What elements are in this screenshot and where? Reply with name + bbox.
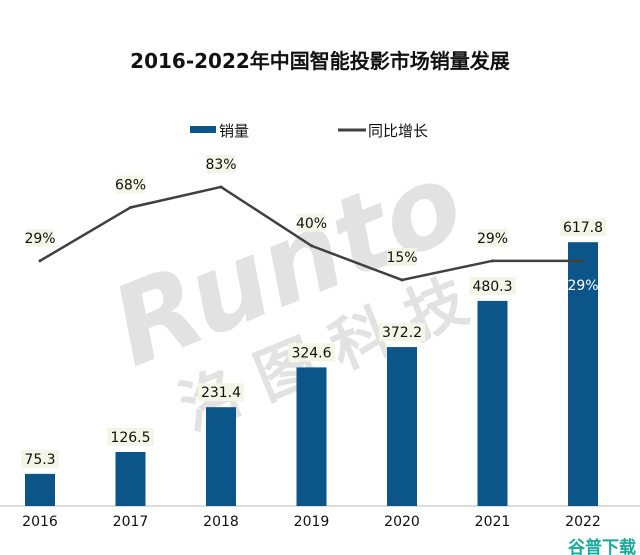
bar-value-label-bg: [107, 427, 154, 446]
growth-value-label: 40%: [296, 216, 327, 232]
bar-2017: [115, 451, 146, 506]
bar-value-label: 126.5: [110, 430, 150, 446]
bar-2019: [296, 367, 327, 506]
growth-point-2022: [581, 259, 585, 263]
growth-value-label-bg: [477, 228, 508, 247]
bar-value-label-bg: [378, 323, 426, 342]
x-tick-label: 2021: [475, 514, 511, 530]
bar-2020: [387, 347, 417, 506]
bar-2022: [568, 242, 598, 506]
bar-value-label: 480.3: [472, 279, 512, 295]
growth-value-label: 29%: [24, 231, 55, 247]
bar-value-label-bg: [197, 383, 245, 402]
bar-value-label: 617.8: [563, 220, 603, 236]
bar-value-label-bg: [288, 343, 335, 362]
bar-value-label: 75.3: [24, 452, 55, 468]
x-tick-label: 2019: [294, 514, 330, 530]
bar-value-label: 372.2: [382, 325, 422, 341]
growth-value-label-bg: [387, 247, 417, 266]
growth-value-label: 68%: [115, 177, 146, 193]
growth-point-2021: [491, 259, 494, 263]
growth-point-2019: [310, 244, 313, 248]
logo: 谷普下载: [568, 537, 636, 555]
growth-value-label-bg: [296, 213, 327, 232]
bar-value-label-bg: [559, 218, 607, 237]
legend-label-bar: 销量: [219, 122, 249, 140]
bar-value-label-bg: [21, 449, 59, 468]
bar-value-label-bg: [469, 276, 516, 295]
x-tick-label: 2017: [113, 514, 149, 530]
bar-value-label: 231.4: [201, 385, 241, 401]
growth-value-label-bg: [206, 154, 236, 173]
growth-point-2017: [129, 205, 132, 209]
bar-2016: [25, 473, 55, 506]
growth-value-label-bg: [25, 228, 55, 247]
growth-value-label: 29%: [567, 278, 598, 294]
x-tick-label: 2016: [22, 514, 58, 530]
legend: 销量 同比增长: [190, 122, 428, 140]
bar-2018: [206, 407, 236, 506]
legend-label-line: 同比增长: [368, 122, 428, 140]
growth-value-label: 29%: [477, 231, 508, 247]
x-tick-label: 2022: [565, 514, 601, 530]
x-tick-label: 2018: [203, 514, 239, 530]
growth-point-2018: [219, 185, 223, 189]
growth-point-2016: [38, 259, 42, 263]
bar-value-label: 324.6: [291, 345, 331, 361]
bar-2021: [477, 300, 508, 506]
growth-value-label: 83%: [205, 157, 236, 173]
chart-title: 2016-2022年中国智能投影市场销量发展: [130, 49, 510, 73]
growth-value-label: 15%: [386, 250, 417, 266]
x-tick-label: 2020: [384, 514, 420, 530]
growth-point-2020: [400, 278, 404, 282]
growth-value-label-bg: [115, 175, 146, 194]
legend-swatch-bar: [190, 126, 216, 133]
